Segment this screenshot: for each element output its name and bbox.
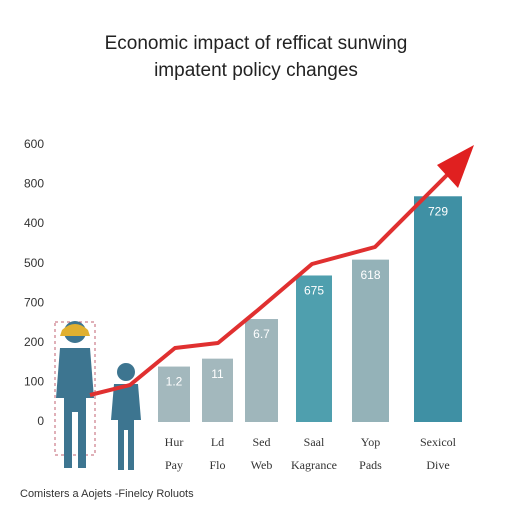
x-tick-label: Hur (165, 435, 184, 449)
bar-value-label: 618 (360, 268, 380, 282)
footer-note: Comisters a Aojets -Finelcy Roluots (20, 488, 194, 500)
y-axis-label: 100 (24, 375, 44, 389)
chart-title: Economic impact of refficat sunwing (105, 33, 408, 54)
y-axis-label: 400 (24, 216, 44, 230)
bar (202, 358, 233, 422)
person-icon (111, 363, 141, 470)
y-axis-label: 800 (24, 177, 44, 191)
bar (414, 196, 462, 422)
x-tick-label: Sed (253, 435, 271, 449)
person-icon (54, 321, 96, 468)
bar-value-label: 675 (304, 284, 324, 298)
x-tick-label: Kagrance (291, 458, 337, 472)
bar (245, 319, 278, 422)
bar-value-label: 729 (428, 204, 448, 218)
bar-value-label: 11 (211, 367, 224, 381)
trend-arrow (89, 145, 474, 397)
y-axis-label: 700 (24, 295, 44, 309)
y-axis-label: 600 (24, 137, 44, 151)
x-tick-label: Saal (304, 435, 325, 449)
x-tick-label: Dive (426, 458, 449, 472)
bar (296, 275, 332, 422)
y-axis-label: 200 (24, 335, 44, 349)
x-tick-label: Pads (359, 458, 382, 472)
bar (352, 259, 389, 422)
bar (158, 366, 190, 422)
x-tick-label: Yop (361, 435, 380, 449)
chart-title: impatent policy changes (154, 60, 358, 81)
y-axis-label: 0 (37, 414, 44, 428)
x-tick-label: Web (251, 458, 273, 472)
x-tick-label: Flo (209, 458, 225, 472)
bar-value-label: 6.7 (253, 327, 270, 341)
x-tick-label: Pay (165, 458, 183, 472)
x-tick-label: Ld (211, 435, 224, 449)
y-axis-label: 500 (24, 256, 44, 270)
bar-value-label: 1.2 (166, 375, 183, 389)
x-tick-label: Sexicol (420, 435, 457, 449)
